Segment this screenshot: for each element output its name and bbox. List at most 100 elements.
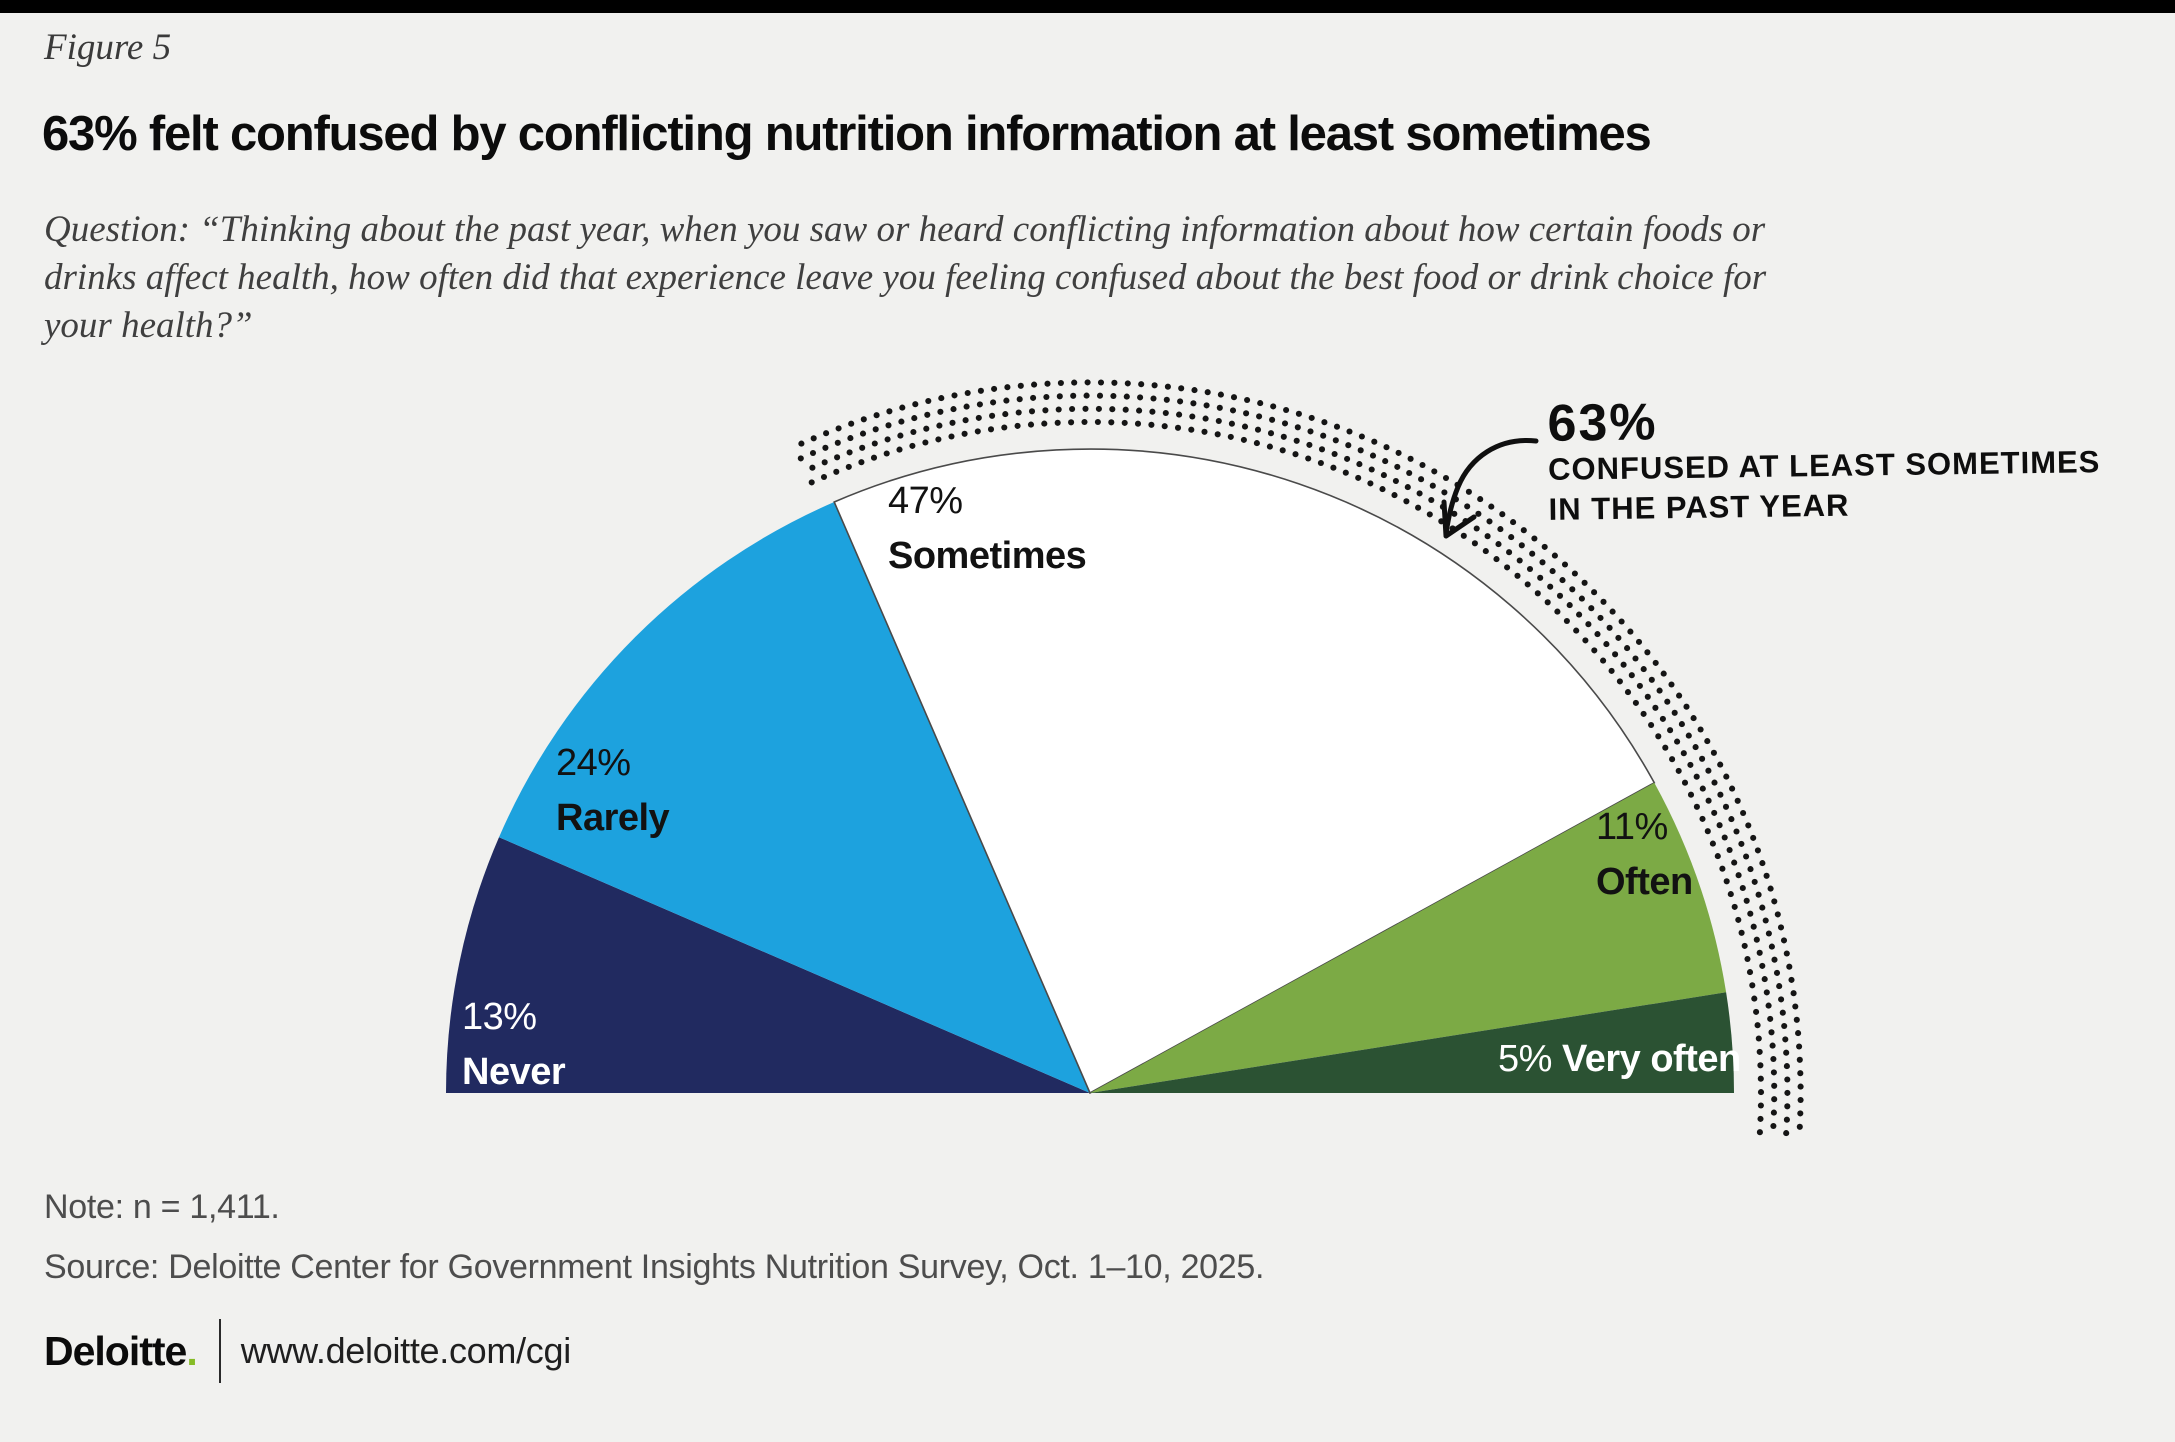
arc-dot bbox=[1162, 409, 1169, 417]
arc-dot bbox=[1796, 1056, 1803, 1063]
arc-dot bbox=[1241, 423, 1249, 430]
arc-dot bbox=[835, 425, 842, 432]
arc-dot bbox=[1761, 976, 1768, 983]
arc-dot bbox=[1726, 846, 1733, 854]
arc-dot bbox=[1788, 976, 1795, 983]
arc-dot bbox=[1355, 474, 1362, 481]
arc-dot bbox=[858, 459, 865, 466]
arc-dot bbox=[1655, 733, 1662, 740]
arc-dot bbox=[1015, 409, 1022, 416]
arc-dot bbox=[1781, 1022, 1788, 1030]
arc-dot bbox=[897, 432, 904, 439]
arc-dot bbox=[1031, 381, 1038, 388]
arc-dot bbox=[1640, 666, 1647, 673]
arc-dot bbox=[1240, 436, 1247, 443]
wedge-sometimes bbox=[833, 448, 1656, 1095]
arc-dot bbox=[1428, 496, 1435, 504]
arc-dot bbox=[1770, 1109, 1777, 1116]
arc-dot bbox=[1759, 962, 1766, 969]
arc-dot bbox=[1652, 659, 1659, 666]
arc-dot bbox=[1685, 732, 1692, 739]
arc-dot bbox=[1256, 413, 1263, 420]
arc-dot bbox=[925, 397, 932, 405]
arc-dot bbox=[1755, 1035, 1762, 1042]
arc-dot bbox=[1660, 670, 1667, 677]
arc-dot bbox=[1716, 822, 1723, 829]
arc-dot bbox=[951, 392, 958, 399]
arc-dot bbox=[922, 439, 929, 446]
arc-dot bbox=[1017, 382, 1024, 389]
arc-dot bbox=[808, 479, 815, 486]
arc-dot bbox=[1161, 423, 1168, 430]
arc-dot bbox=[886, 408, 893, 415]
arc-dot bbox=[1464, 503, 1471, 510]
arc-dot bbox=[1071, 379, 1078, 386]
arc-dot bbox=[847, 435, 854, 442]
arc-dot bbox=[1569, 586, 1576, 593]
arc-dot bbox=[1756, 1048, 1763, 1055]
arc-dot bbox=[1395, 449, 1402, 456]
arc-dot bbox=[977, 387, 984, 394]
arc-dot bbox=[1426, 511, 1433, 518]
arc-dot bbox=[1473, 525, 1480, 532]
arc-dot bbox=[1573, 627, 1580, 634]
arc-dot bbox=[1266, 443, 1273, 450]
arc-dot bbox=[1330, 464, 1337, 471]
arc-dot bbox=[1710, 749, 1717, 756]
arc-dot bbox=[1727, 891, 1734, 898]
arc-dot bbox=[1763, 872, 1770, 879]
arc-dot bbox=[1295, 410, 1302, 417]
arc-dot bbox=[1028, 408, 1036, 415]
arc-dot bbox=[1150, 395, 1157, 402]
arc-dot bbox=[1294, 424, 1301, 431]
arc-dot bbox=[1796, 1043, 1803, 1050]
arc-dot bbox=[1493, 556, 1500, 563]
arc-dot bbox=[1793, 1016, 1800, 1023]
question-line: your health?” bbox=[44, 305, 253, 346]
arc-dot bbox=[1566, 602, 1573, 609]
arc-dot bbox=[1762, 917, 1769, 924]
arc-dot bbox=[1687, 791, 1695, 798]
arc-dot bbox=[1082, 405, 1089, 412]
arc-dot bbox=[1606, 624, 1613, 631]
arc-dot bbox=[1773, 969, 1781, 976]
arc-dot bbox=[1681, 779, 1689, 786]
arc-dot bbox=[1624, 689, 1632, 696]
arc-dot bbox=[1770, 1122, 1777, 1130]
arc-dot bbox=[1124, 380, 1131, 387]
arc-dot bbox=[860, 416, 867, 423]
arc-dot bbox=[1774, 911, 1781, 918]
arc-dot bbox=[1217, 391, 1224, 398]
arc-dot bbox=[1704, 738, 1711, 745]
arc-dot bbox=[1163, 396, 1170, 403]
arc-dot bbox=[1765, 1002, 1772, 1009]
arc-dot bbox=[1747, 866, 1754, 873]
arc-dot bbox=[1541, 543, 1548, 550]
annotation-line: IN THE PAST YEAR bbox=[1548, 487, 1850, 527]
arc-dot bbox=[976, 401, 983, 408]
arc-dot bbox=[1344, 455, 1351, 462]
arc-dot bbox=[1616, 678, 1623, 685]
arc-dot bbox=[1551, 552, 1558, 559]
arc-dot bbox=[1783, 1130, 1790, 1137]
arc-dot bbox=[1771, 1096, 1778, 1103]
arc-dot bbox=[1786, 963, 1793, 970]
arc-dot bbox=[1767, 1015, 1774, 1022]
arc-dot bbox=[1659, 715, 1666, 722]
arc-dot bbox=[1717, 761, 1724, 768]
arc-dot bbox=[1109, 406, 1116, 413]
annotation-line: CONFUSED AT LEAST SOMETIMES bbox=[1547, 444, 2101, 487]
arc-dot bbox=[1731, 903, 1738, 910]
arc-dot bbox=[1486, 518, 1493, 525]
arc-dot bbox=[1227, 433, 1234, 440]
annotation-arrow bbox=[1441, 438, 1539, 539]
arc-dot bbox=[1632, 655, 1639, 662]
arc-dot bbox=[1096, 392, 1104, 399]
arc-dot bbox=[1178, 385, 1185, 392]
arc-dot bbox=[1094, 418, 1101, 426]
arc-dot bbox=[810, 435, 817, 442]
arc-dot bbox=[884, 436, 891, 443]
arc-dot bbox=[1216, 404, 1223, 411]
wedge-rarely bbox=[499, 502, 1090, 1093]
arc-dot bbox=[1759, 860, 1766, 867]
